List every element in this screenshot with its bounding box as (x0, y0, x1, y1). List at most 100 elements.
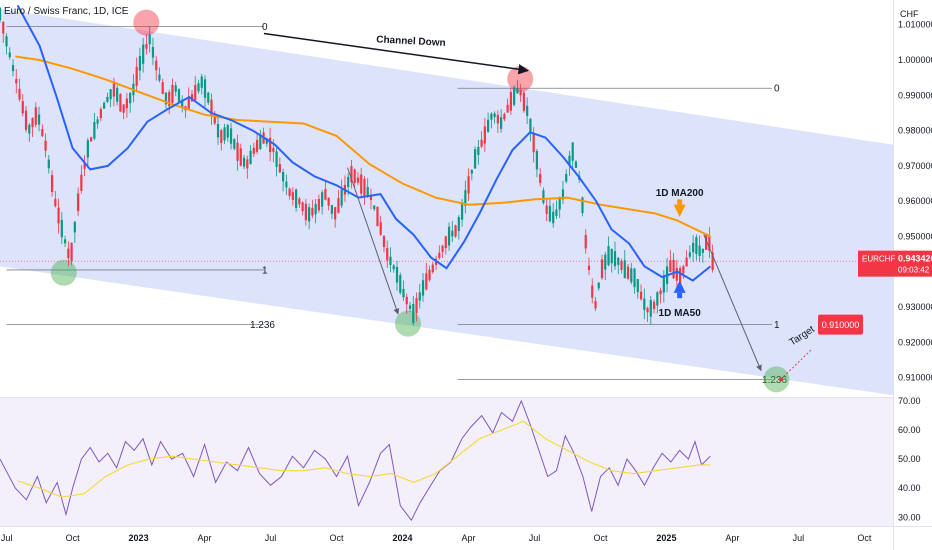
last-price-badge: EURCHF 0.943420 09:03:42 (858, 250, 932, 277)
time-tick-label: Apr (461, 533, 475, 543)
candle-body (473, 149, 477, 169)
channel-down-band (0, 8, 893, 396)
time-tick-label: Apr (198, 533, 212, 543)
candle-body (11, 65, 15, 72)
time-tick-label: Jul (793, 533, 805, 543)
candle-body (15, 78, 18, 84)
candle-body (265, 138, 268, 144)
candle-body (142, 44, 145, 64)
candle-body (395, 266, 399, 283)
candle-body (239, 148, 242, 166)
candle-body (99, 109, 102, 119)
bar-countdown: 09:03:42 (898, 266, 930, 275)
candle-body (451, 230, 454, 237)
candle-body (164, 92, 168, 105)
time-tick-label: 2023 (129, 533, 149, 543)
candle-body (337, 198, 340, 213)
candle-body (86, 140, 89, 158)
candle-body (672, 259, 675, 279)
candle-body (187, 96, 190, 110)
candle-body (301, 202, 304, 212)
candle-body (295, 189, 298, 208)
candle-body (496, 114, 499, 124)
target-point (778, 377, 783, 382)
time-tick-label: Jul (1, 533, 13, 543)
candle-body (493, 113, 496, 118)
candle-body (28, 124, 31, 134)
candle-body (67, 248, 70, 259)
candle-body (0, 7, 2, 21)
candle-body (255, 139, 259, 152)
candle-body (158, 74, 161, 81)
price-axis[interactable]: 1.010000 1.000000 0.990000 0.980000 0.970000… (898, 20, 932, 383)
pivot-high-circle (133, 9, 160, 36)
candle-body (334, 207, 337, 220)
candle-body (669, 260, 672, 272)
candle-body (392, 265, 395, 270)
candle-body (698, 245, 701, 256)
candle-body (24, 110, 28, 130)
fib-levels-layer: 0 1 1.236 0 1 1.236 (0, 22, 893, 386)
ma50-arrow (673, 280, 686, 293)
moving-averages-layer (15, 4, 712, 282)
candle-body (477, 146, 480, 155)
target-circle (763, 366, 790, 393)
candle-body (438, 252, 441, 258)
price-tick-label: 0.950000 (898, 231, 932, 241)
ma50-label: 1D MA50 (659, 308, 702, 319)
candle-body (350, 165, 353, 183)
candle-body (460, 202, 464, 220)
ma200-arrow-stem (677, 199, 683, 205)
candle-body (233, 139, 236, 149)
candle-body (151, 47, 155, 58)
candle-body (282, 171, 285, 182)
candle-body (220, 130, 223, 143)
candle-body (73, 221, 76, 233)
candle-body (633, 268, 636, 288)
candle-body (587, 265, 591, 270)
candle-body (584, 235, 587, 249)
candle-body (246, 159, 249, 169)
candle-body (103, 102, 106, 109)
decline-arrow (347, 167, 400, 315)
time-axis[interactable]: Jul Oct 2023 Apr Jul Oct 2024 Apr Jul Oct 2025 Apr J… (1, 533, 872, 543)
candle-body (60, 219, 63, 238)
ma50-line (16, 4, 712, 282)
candle-body (675, 267, 678, 281)
price-tick-label: 0.920000 (898, 337, 932, 347)
candle-body (685, 257, 688, 267)
time-tick-label: Apr (725, 533, 739, 543)
candle-body (604, 254, 607, 270)
candle-body (418, 292, 421, 301)
candle-body (379, 222, 382, 235)
candle-body (138, 56, 142, 71)
rsi-axis[interactable]: 70.00 60.00 50.00 40.00 30.00 (898, 396, 921, 522)
candle-body (711, 252, 714, 270)
candle-body (369, 196, 373, 201)
time-tick-label: 2024 (392, 533, 412, 543)
rsi-tick-label: 50.00 (898, 454, 921, 464)
last-price-value: 0.943420 (898, 254, 932, 264)
candle-body (509, 92, 512, 111)
candle-body (171, 84, 174, 103)
candle-body (249, 150, 252, 165)
candle-body (161, 82, 164, 94)
candle-body (226, 125, 229, 138)
candle-body (373, 205, 376, 210)
candle-body (490, 113, 493, 120)
candle-body (18, 88, 21, 100)
price-tick-label: 0.980000 (898, 126, 932, 136)
time-tick-label: Oct (593, 533, 608, 543)
candle-body (545, 205, 548, 214)
chart-title: Euro / Swiss Franc, 1D, ICE (4, 6, 129, 17)
candle-body (574, 161, 578, 168)
candle-body (464, 190, 467, 206)
candle-body (210, 99, 213, 115)
candle-body (194, 85, 197, 101)
pivot-low-circle (50, 259, 77, 286)
candle-body (308, 207, 311, 222)
candle-body (519, 89, 522, 96)
fib-level-label: 0 (774, 84, 780, 95)
candle-body (304, 203, 307, 221)
